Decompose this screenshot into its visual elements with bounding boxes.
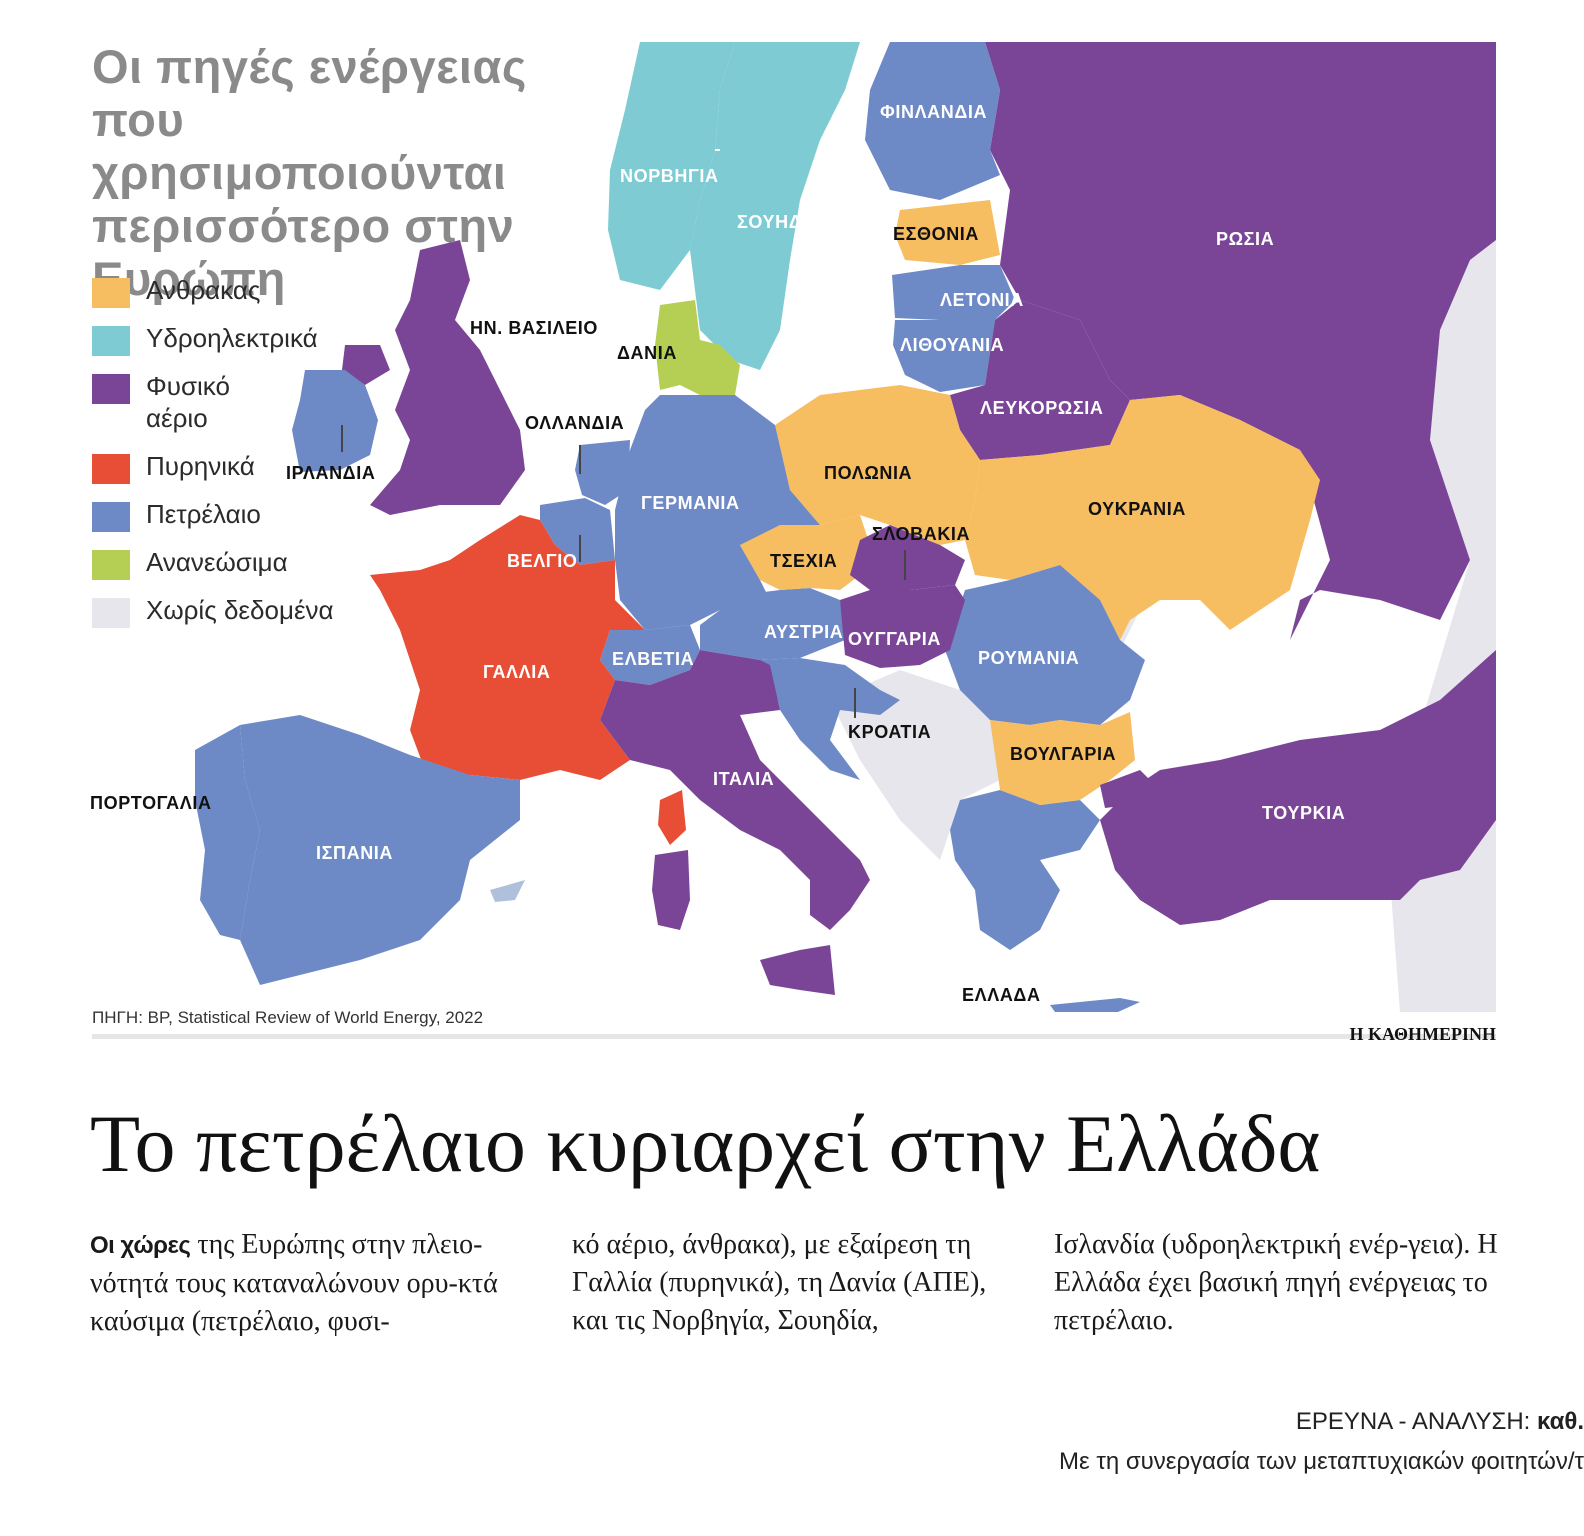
country-slovakia [850, 525, 965, 590]
legend-label-renewables: Ανανεώσιμα [146, 547, 288, 577]
country-lithuania [893, 320, 995, 392]
label-germany: ΓΕΡΜΑΝΙΑ [641, 493, 740, 513]
country-russia [985, 42, 1496, 640]
country-france [370, 515, 645, 780]
label-france: ΓΑΛΛΙΑ [483, 662, 551, 682]
label-norway: ΝΟΡΒΗΓΙΑ [620, 166, 719, 186]
country-turkey-thrace [1100, 770, 1160, 808]
body-column-3: Ισλανδία (υδροηλεκτρική ενέρ-γεια). Η Ελ… [1054, 1229, 1498, 1336]
country-ukraine [965, 395, 1320, 640]
country-belarus [950, 300, 1130, 460]
credits-line-1: ΕΡΕΥΝΑ - ΑΝΑΛΥΣΗ: καθ. [1296, 1408, 1584, 1436]
leader-lines [341, 425, 906, 718]
legend-label-no-data: Χωρίς δεδομένα [146, 595, 334, 625]
country-finland [865, 42, 1000, 200]
legend-label-oil: Πετρέλαιο [146, 499, 261, 529]
brand-logo: Η ΚΑΘΗΜΕΡΙΝΗ [1349, 1024, 1496, 1044]
divider [92, 1034, 1496, 1039]
label-denmark: ΔΑΝΙΑ [617, 343, 677, 363]
country-poland [775, 385, 980, 545]
body-column-1: Οι χώρες της Ευρώπης στην πλειο-νότητά τ… [90, 1226, 540, 1341]
label-russia: ΡΩΣΙΑ [1216, 229, 1275, 249]
credits-line-2: Με τη συνεργασία των μεταπτυχιακών φοιτη… [1059, 1448, 1584, 1475]
label-hungary: ΟΥΓΓΑΡΙΑ [848, 629, 941, 649]
label-ireland: ΙΡΛΑΝΔΙΑ [286, 463, 376, 483]
legend-label-coal: Ανθρακας [146, 275, 261, 305]
label-latvia: ΛΕΤΟΝΙΑ [940, 290, 1024, 310]
legend-swatch-nuclear [92, 454, 130, 484]
country-czechia [740, 515, 870, 590]
legend-swatch-gas [92, 374, 130, 404]
label-belarus: ΛΕΥΚΟΡΩΣΙΑ [980, 398, 1104, 418]
label-czechia: ΤΣΕΧΙΑ [770, 551, 838, 571]
article-headline: Το πετρέλαιο κυριαρχεί στην Ελλάδα [90, 1098, 1321, 1189]
body-col1-text: της Ευρώπης στην πλειο-νότητά τους καταν… [90, 1229, 498, 1337]
legend-swatch-renewables [92, 550, 130, 580]
no-data-region-balkans [830, 670, 1000, 860]
label-poland: ΠΟΛΩΝΙΑ [824, 463, 913, 483]
legend-label-gas: Φυσικό αέριο [146, 371, 230, 433]
country-estonia [895, 200, 1000, 265]
country-netherlands [575, 440, 630, 505]
country-turkey [1100, 650, 1496, 925]
credits-label: ΕΡΕΥΝΑ - ΑΝΑΛΥΣΗ: [1295, 1408, 1538, 1435]
country-romania [945, 565, 1145, 725]
country-spain [240, 715, 520, 985]
country-denmark [655, 300, 740, 395]
legend-swatch-oil [92, 502, 130, 532]
label-belgium: ΒΕΛΓΙΟ [507, 551, 578, 571]
country-germany [615, 395, 820, 630]
island-sicily [760, 945, 835, 995]
label-finland: ΦΙΝΛΑΝΔΙΑ [880, 102, 988, 122]
country-greece [950, 790, 1100, 950]
country-latvia [892, 265, 1015, 320]
body-lead: Οι χώρες [90, 1232, 191, 1259]
country-norway [608, 42, 735, 290]
body-column-2: κό αέριο, άνθρακα), με εξαίρεση τη Γαλλί… [572, 1229, 987, 1336]
label-romania: ΡΟΥΜΑΝΙΑ [978, 648, 1080, 668]
label-uk: ΗΝ. ΒΑΣΙΛΕΙΟ [470, 318, 599, 338]
country-uk [370, 240, 525, 515]
island-sardinia [652, 850, 690, 930]
island-corsica [658, 790, 686, 845]
label-estonia: ΕΣΘΟΝΙΑ [893, 224, 980, 244]
island-crete [1050, 998, 1140, 1012]
country-northern-ireland [342, 345, 390, 385]
source-note: ΠΗΓΗ: BP, Statistical Review of World En… [92, 1008, 484, 1027]
label-greece: ΕΛΛΑΔΑ [962, 985, 1041, 1005]
label-bulgaria: ΒΟΥΛΓΑΡΙΑ [1010, 744, 1117, 764]
country-portugal [195, 725, 260, 940]
legend-swatch-hydro [92, 326, 130, 356]
europe-map [195, 42, 1496, 1012]
label-croatia: ΚΡΟΑΤΙΑ [848, 722, 932, 742]
country-belgium [540, 498, 615, 565]
credits-name: καθ. [1537, 1408, 1584, 1435]
label-italy: ΙΤΑΛΙΑ [713, 769, 775, 789]
map-title: Οι πηγές ενέργειας που χρησιμοποιούνται … [92, 40, 527, 305]
label-austria: ΑΥΣΤΡΙΑ [764, 622, 844, 642]
label-ukraine: ΟΥΚΡΑΝΙΑ [1088, 499, 1186, 519]
country-hungary [840, 585, 965, 668]
label-slovakia: ΣΛΟΒΑΚΙΑ [872, 524, 971, 544]
island-balearic [490, 880, 525, 902]
country-sweden [690, 42, 860, 370]
country-austria [700, 588, 845, 660]
label-portugal: ΠΟΡΤΟΓΑΛΙΑ [90, 793, 212, 813]
legend-label-nuclear: Πυρηνικά [146, 451, 255, 481]
legend-swatch-no-data [92, 598, 130, 628]
label-turkey: ΤΟΥΡΚΙΑ [1262, 803, 1346, 823]
country-ireland [292, 370, 378, 472]
country-bulgaria [990, 712, 1135, 805]
legend-label-hydro: Υδροηλεκτρικά [146, 323, 318, 353]
label-netherlands: ΟΛΛΑΝΔΙΑ [525, 413, 625, 433]
country-italy [600, 650, 870, 930]
label-spain: ΙΣΠΑΝΙΑ [316, 843, 393, 863]
label-lithuania: ΛΙΘΟΥΑΝΙΑ [900, 335, 1005, 355]
country-switzerland [600, 625, 700, 685]
label-switzerland: ΕΛΒΕΤΙΑ [612, 649, 695, 669]
legend-swatch-coal [92, 278, 130, 308]
label-sweden: ΣΟΥΗΔΙΑ [737, 212, 822, 232]
